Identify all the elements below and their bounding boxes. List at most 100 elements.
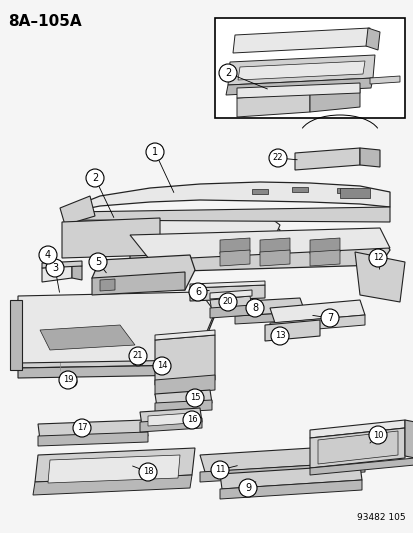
Polygon shape (18, 295, 214, 368)
Polygon shape (354, 252, 404, 302)
Polygon shape (317, 431, 397, 464)
Polygon shape (237, 61, 364, 80)
Circle shape (268, 149, 286, 167)
Polygon shape (309, 250, 339, 266)
Text: 20: 20 (222, 297, 233, 306)
Circle shape (211, 461, 228, 479)
Text: 21: 21 (133, 351, 143, 360)
Polygon shape (294, 148, 359, 170)
Polygon shape (65, 210, 279, 248)
Circle shape (218, 64, 236, 82)
Polygon shape (18, 292, 214, 363)
Polygon shape (219, 238, 249, 254)
Text: 19: 19 (63, 376, 73, 384)
Circle shape (89, 253, 107, 271)
Polygon shape (225, 78, 372, 95)
Polygon shape (100, 279, 115, 291)
Text: 7: 7 (326, 313, 332, 323)
Polygon shape (154, 375, 214, 395)
Polygon shape (219, 250, 249, 266)
Circle shape (146, 143, 164, 161)
Polygon shape (336, 188, 352, 193)
Text: 1: 1 (152, 147, 158, 157)
Polygon shape (228, 55, 374, 85)
Text: 10: 10 (372, 431, 382, 440)
Polygon shape (309, 238, 339, 254)
Polygon shape (209, 296, 252, 312)
Polygon shape (209, 305, 252, 318)
Polygon shape (309, 420, 404, 438)
Polygon shape (92, 255, 195, 290)
Text: 12: 12 (372, 254, 382, 262)
Polygon shape (60, 196, 95, 225)
Polygon shape (48, 455, 180, 483)
Polygon shape (291, 187, 307, 192)
Circle shape (132, 354, 144, 366)
Text: 15: 15 (189, 393, 200, 402)
Polygon shape (35, 448, 195, 482)
Circle shape (320, 309, 338, 327)
Polygon shape (190, 285, 264, 301)
Polygon shape (147, 413, 192, 426)
FancyBboxPatch shape (214, 18, 404, 118)
Polygon shape (264, 320, 319, 341)
Circle shape (86, 169, 104, 187)
Text: 6: 6 (195, 287, 201, 297)
Polygon shape (199, 462, 364, 482)
Polygon shape (219, 465, 361, 489)
Text: 4: 4 (45, 250, 51, 260)
Text: 2: 2 (92, 173, 98, 183)
Circle shape (368, 249, 386, 267)
Polygon shape (38, 420, 147, 440)
Circle shape (39, 246, 57, 264)
Polygon shape (70, 182, 389, 212)
Polygon shape (38, 432, 147, 446)
Polygon shape (140, 408, 202, 426)
Circle shape (368, 426, 386, 444)
Polygon shape (154, 400, 211, 413)
Circle shape (139, 463, 157, 481)
Polygon shape (92, 272, 185, 295)
Text: 5: 5 (95, 257, 101, 267)
Polygon shape (62, 218, 159, 258)
Polygon shape (233, 28, 369, 53)
Polygon shape (199, 445, 364, 472)
Text: 9: 9 (244, 483, 250, 493)
Polygon shape (154, 330, 214, 340)
Polygon shape (40, 325, 135, 350)
Polygon shape (33, 475, 192, 495)
Text: 93482 105: 93482 105 (356, 513, 405, 522)
Text: 11: 11 (214, 465, 225, 474)
Circle shape (73, 419, 91, 437)
Circle shape (46, 259, 64, 277)
Polygon shape (259, 250, 289, 266)
Polygon shape (230, 298, 304, 316)
Polygon shape (70, 207, 389, 222)
Polygon shape (18, 365, 195, 378)
Circle shape (218, 293, 236, 311)
Polygon shape (140, 418, 202, 432)
Circle shape (59, 371, 77, 389)
Circle shape (189, 283, 206, 301)
Text: 13: 13 (274, 332, 285, 341)
Polygon shape (259, 238, 289, 254)
Polygon shape (42, 261, 82, 268)
Polygon shape (65, 215, 279, 255)
Polygon shape (10, 300, 22, 370)
Text: 8: 8 (252, 303, 257, 313)
Text: 8A–105A: 8A–105A (8, 14, 81, 29)
Polygon shape (309, 428, 404, 468)
Circle shape (245, 299, 263, 317)
Polygon shape (365, 28, 379, 50)
Polygon shape (235, 312, 304, 324)
Circle shape (129, 347, 147, 365)
Polygon shape (269, 315, 364, 333)
Polygon shape (72, 264, 82, 280)
Circle shape (238, 479, 256, 497)
Circle shape (183, 411, 201, 429)
Polygon shape (42, 264, 72, 282)
Circle shape (153, 357, 171, 375)
Polygon shape (209, 290, 252, 299)
Text: 17: 17 (76, 424, 87, 432)
Polygon shape (190, 281, 264, 288)
